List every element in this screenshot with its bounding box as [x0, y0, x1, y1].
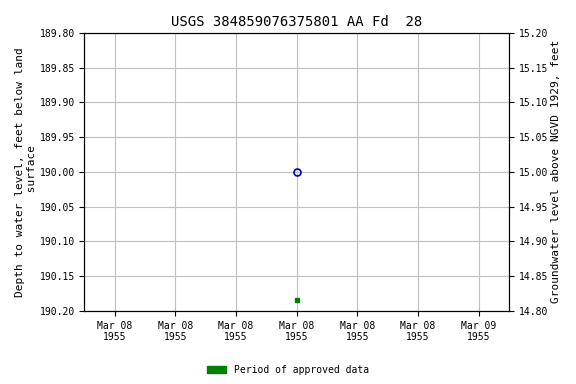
- Y-axis label: Depth to water level, feet below land
 surface: Depth to water level, feet below land su…: [15, 47, 37, 297]
- Y-axis label: Groundwater level above NGVD 1929, feet: Groundwater level above NGVD 1929, feet: [551, 40, 561, 303]
- Legend: Period of approved data: Period of approved data: [203, 361, 373, 379]
- Title: USGS 384859076375801 AA Fd  28: USGS 384859076375801 AA Fd 28: [171, 15, 422, 29]
